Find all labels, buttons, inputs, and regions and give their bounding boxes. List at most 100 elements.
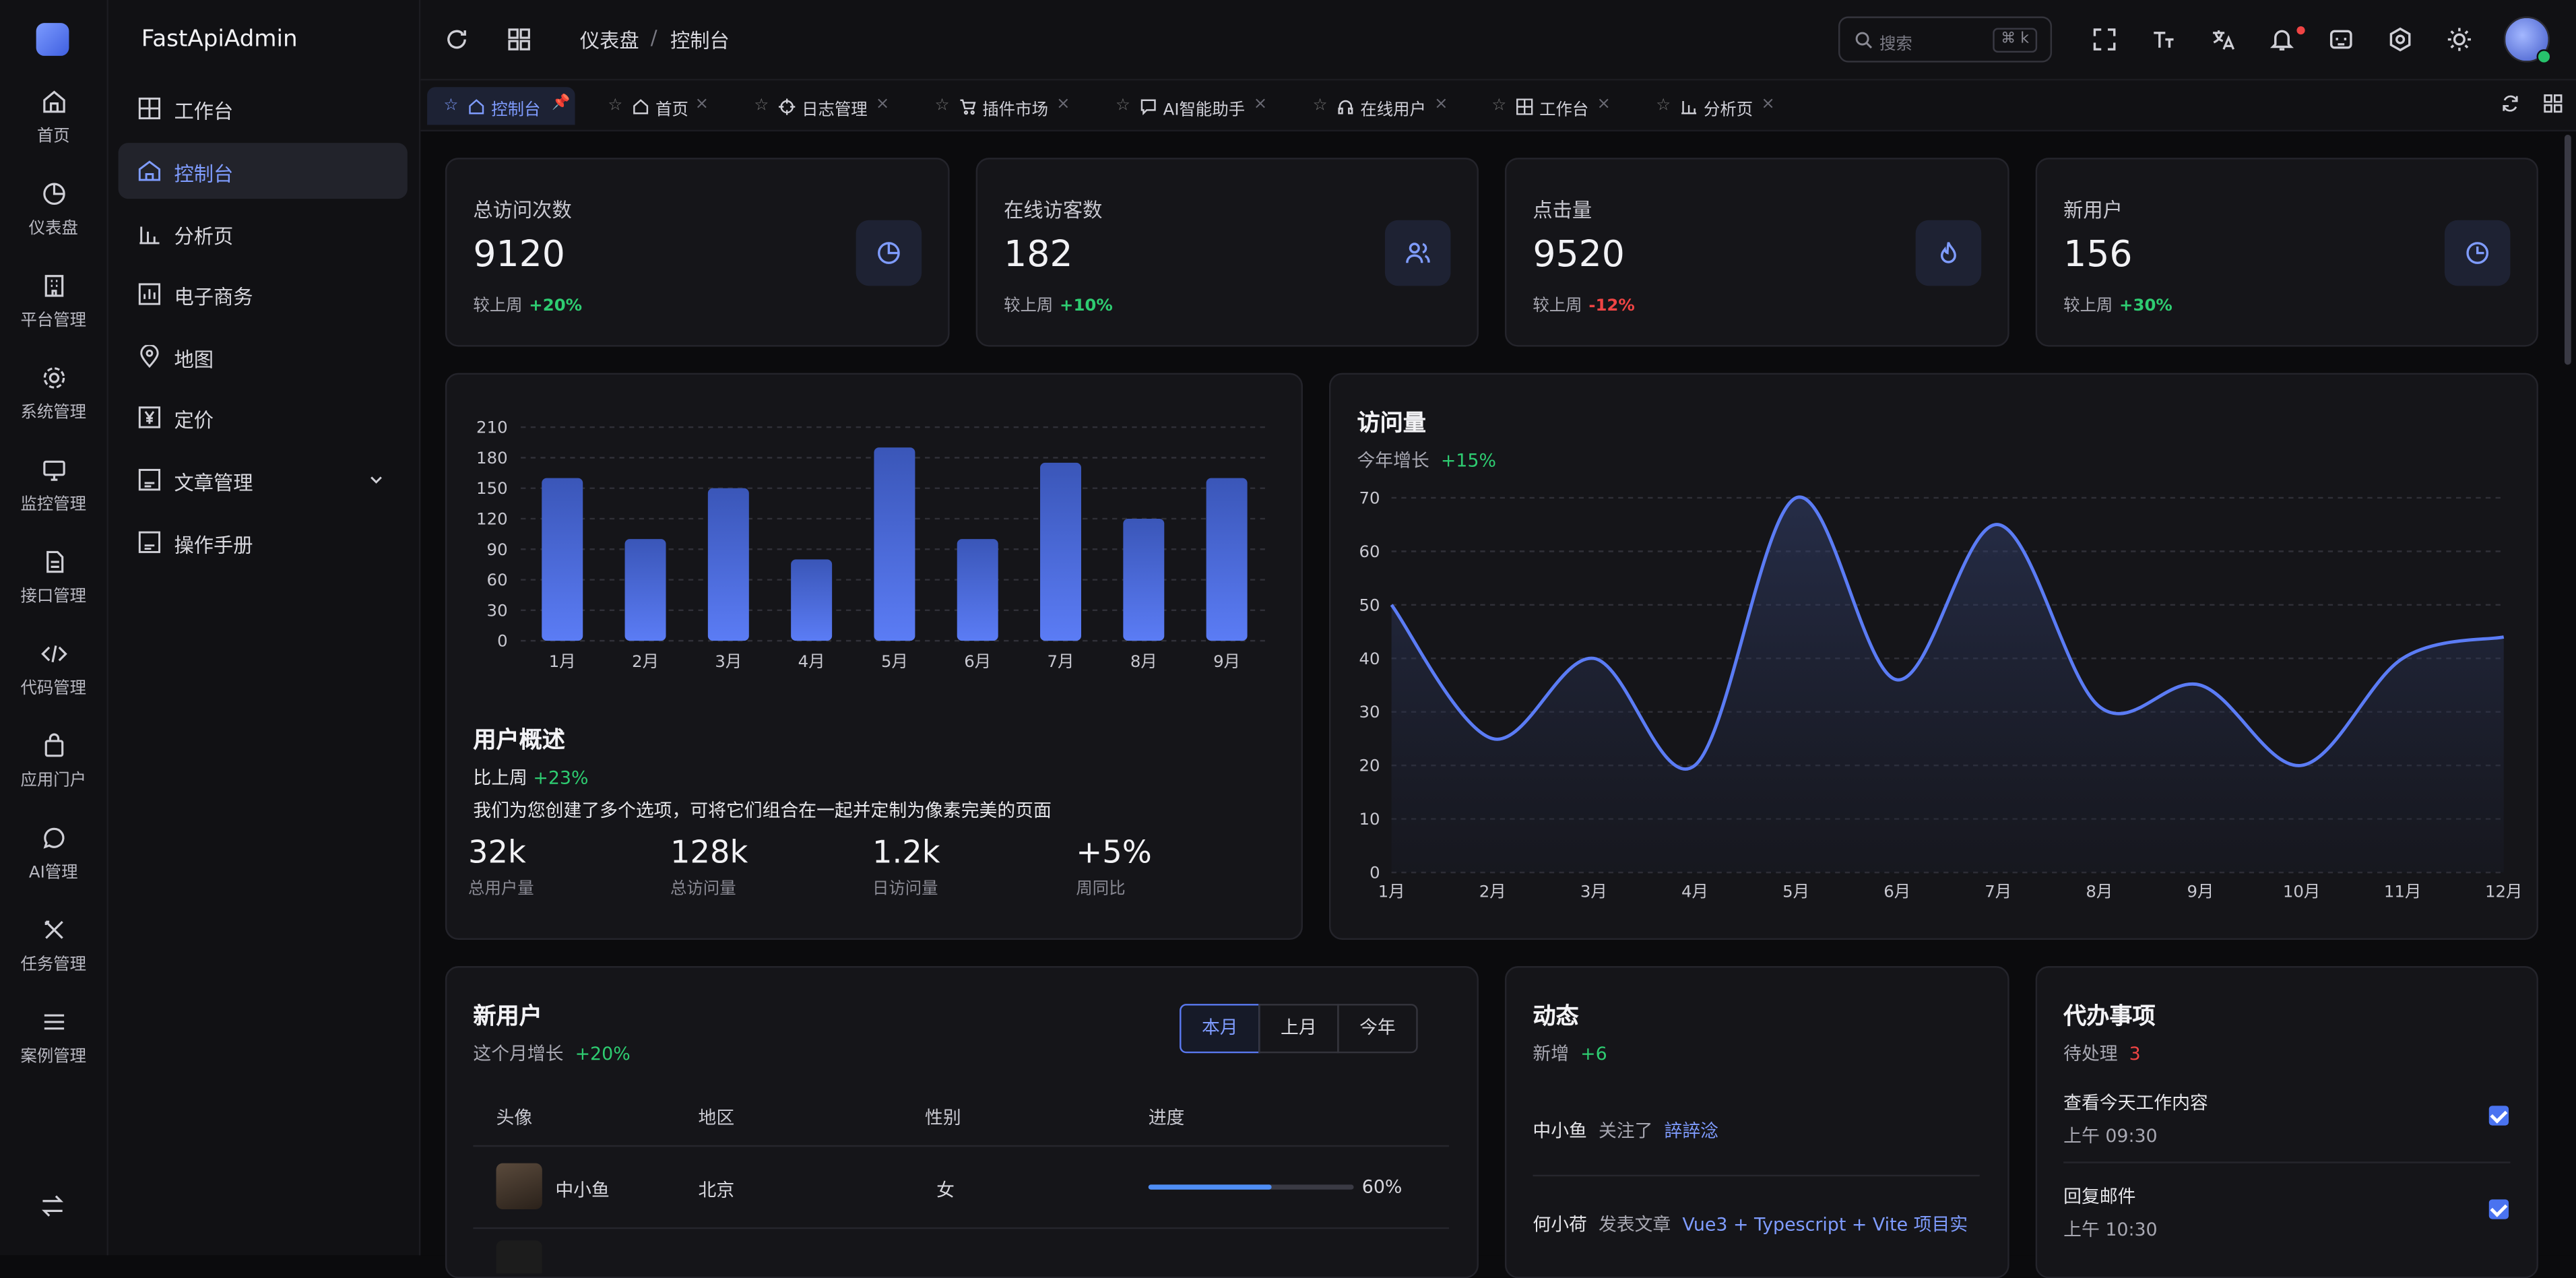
ai-assistant-icon[interactable] <box>2328 26 2354 53</box>
activity-target[interactable]: Vue3 + Typescript + Vite 项目实 <box>1682 1214 1968 1236</box>
bag-icon <box>44 733 63 757</box>
close-icon[interactable]: × <box>1761 95 1775 114</box>
todo-checkbox[interactable] <box>2488 1199 2509 1219</box>
tab-online-users[interactable]: ☆ 在线用户 × <box>1296 87 1460 125</box>
scrollbar[interactable] <box>2564 134 2571 365</box>
y-tick-label: 20 <box>1359 756 1380 775</box>
rail-item-ai[interactable]: AI管理 <box>0 825 107 910</box>
metric: 1.2k 日访问量 <box>872 835 940 899</box>
activity-target[interactable]: 誶誶淰 <box>1664 1120 1718 1142</box>
app-logo[interactable] <box>36 23 69 56</box>
x-tick-label: 3月 <box>715 651 742 671</box>
tab-ai-assistant[interactable]: ☆ AI智能助手 × <box>1099 87 1280 125</box>
user-region: 北京 <box>698 1180 735 1201</box>
star-icon[interactable]: ☆ <box>1115 96 1130 115</box>
progress-track <box>1148 1184 1354 1190</box>
todo-item-title: 回复邮件 <box>2063 1186 2136 1208</box>
tabs-menu-icon[interactable] <box>2543 94 2563 113</box>
font-size-icon[interactable] <box>2150 26 2177 53</box>
tab-home[interactable]: ☆ 首页 × <box>591 87 723 125</box>
settings-icon[interactable] <box>2387 26 2414 53</box>
sidebar-item-pricing[interactable]: 定价 <box>119 389 408 445</box>
x-tick-label: 5月 <box>881 651 908 671</box>
swap-layout-icon[interactable] <box>40 1193 66 1219</box>
tab-analysis[interactable]: ☆ 分析页 × <box>1640 87 1787 125</box>
search-input[interactable]: 搜索 ⌘ k <box>1838 16 2053 63</box>
breadcrumb-item[interactable]: 仪表盘 <box>579 29 639 53</box>
tab-workbench[interactable]: ☆ 工作台 × <box>1475 87 1623 125</box>
rail-item-api[interactable]: 接口管理 <box>0 549 107 635</box>
x-tick-label: 11月 <box>2384 882 2421 901</box>
rail-item-monitor[interactable]: 监控管理 <box>0 457 107 542</box>
column-header: 性别 <box>925 1107 961 1129</box>
sidebar-item-workbench[interactable]: 工作台 <box>119 81 408 137</box>
rail-item-cases[interactable]: 案例管理 <box>0 1009 107 1094</box>
rail-item-portal[interactable]: 应用门户 <box>0 733 107 819</box>
reload-tabs-icon[interactable] <box>2501 94 2520 113</box>
activity-action: 发表文章 <box>1598 1214 1671 1236</box>
stat-compare: 较上周 +20% <box>473 297 583 316</box>
close-icon[interactable]: × <box>1253 95 1268 114</box>
stat-card: 总访问次数 9120 较上周 +20% <box>445 158 950 347</box>
sun-icon[interactable] <box>2446 26 2472 53</box>
metric-label: 总用户量 <box>468 881 534 899</box>
star-icon[interactable]: ☆ <box>754 96 769 115</box>
user-avatar[interactable] <box>2503 16 2552 65</box>
todo-item-title: 查看今天工作内容 <box>2063 1092 2208 1114</box>
star-icon[interactable]: ☆ <box>1312 96 1328 115</box>
star-icon[interactable]: ☆ <box>934 96 950 115</box>
message-icon <box>1140 99 1156 115</box>
sidebar-item-map[interactable]: 地图 <box>119 329 408 385</box>
rail-item-dashboard[interactable]: 仪表盘 <box>0 181 107 266</box>
sidebar-item-articles[interactable]: 文章管理 <box>119 452 408 508</box>
tab-plugins[interactable]: ☆ 插件市场 × <box>918 87 1083 125</box>
fullscreen-icon[interactable] <box>2092 26 2118 53</box>
tab-console[interactable]: ☆ 控制台 📌 <box>427 87 575 125</box>
stat-label: 总访问次数 <box>473 199 572 222</box>
rail-label: 代码管理 <box>20 680 87 699</box>
rail-item-code[interactable]: 代码管理 <box>0 641 107 726</box>
x-tick-label: 1月 <box>549 651 576 671</box>
sidebar-item-manual[interactable]: 操作手册 <box>119 514 408 570</box>
refresh-icon[interactable] <box>443 26 470 53</box>
tab-label: 首页 <box>655 102 688 121</box>
close-icon[interactable]: × <box>695 95 709 114</box>
bar <box>624 539 666 641</box>
todo-checkbox[interactable] <box>2488 1106 2509 1126</box>
sidebar-item-console[interactable]: 控制台 <box>118 143 408 199</box>
tab-logs[interactable]: ☆ 日志管理 × <box>738 87 902 125</box>
star-icon[interactable]: ☆ <box>1656 96 1671 115</box>
rail-item-system[interactable]: 系统管理 <box>0 364 107 450</box>
bar <box>707 488 749 641</box>
stat-card: 在线访客数 182 较上周 +10% <box>975 158 1479 347</box>
sidebar-item-analysis[interactable]: 分析页 <box>119 205 408 261</box>
close-icon[interactable]: × <box>875 95 890 114</box>
table-row[interactable]: 中小鱼 北京 女 60% <box>473 1149 1449 1227</box>
translate-icon[interactable] <box>2210 26 2236 53</box>
pin-icon[interactable]: 📌 <box>552 95 571 112</box>
segment-last-month[interactable]: 上月 <box>1258 1004 1339 1054</box>
rail-item-task[interactable]: 任务管理 <box>0 917 107 1002</box>
segment-this-month[interactable]: 本月 <box>1180 1004 1260 1054</box>
stat-delta: +30% <box>2119 297 2172 316</box>
segment-this-year[interactable]: 今年 <box>1337 1004 1418 1054</box>
building-icon <box>44 275 63 297</box>
sidebar-item-ecommerce[interactable]: 电子商务 <box>119 266 408 322</box>
close-icon[interactable]: × <box>1056 95 1070 114</box>
y-tick-label: 0 <box>497 631 508 651</box>
star-icon[interactable]: ☆ <box>608 96 623 115</box>
star-icon[interactable]: ☆ <box>443 96 459 115</box>
apps-grid-icon[interactable] <box>506 26 532 53</box>
close-icon[interactable]: × <box>1597 95 1611 114</box>
x-tick-label: 6月 <box>964 651 991 671</box>
close-icon[interactable]: × <box>1434 95 1448 114</box>
tab-label: 控制台 <box>491 102 541 121</box>
rail-item-platform[interactable]: 平台管理 <box>0 273 107 358</box>
document-icon <box>45 550 63 573</box>
star-icon[interactable]: ☆ <box>1491 96 1507 115</box>
activity-card: 动态 新增 +6 中小鱼 关注了 誶誶淰 何小荷 发表文章 Vue3 + Typ… <box>1504 966 2009 1278</box>
rail-item-home[interactable]: 首页 <box>0 89 107 174</box>
stat-icon-box <box>856 220 922 286</box>
bell-icon[interactable] <box>2269 26 2295 53</box>
overview-delta: +23% <box>533 767 589 789</box>
